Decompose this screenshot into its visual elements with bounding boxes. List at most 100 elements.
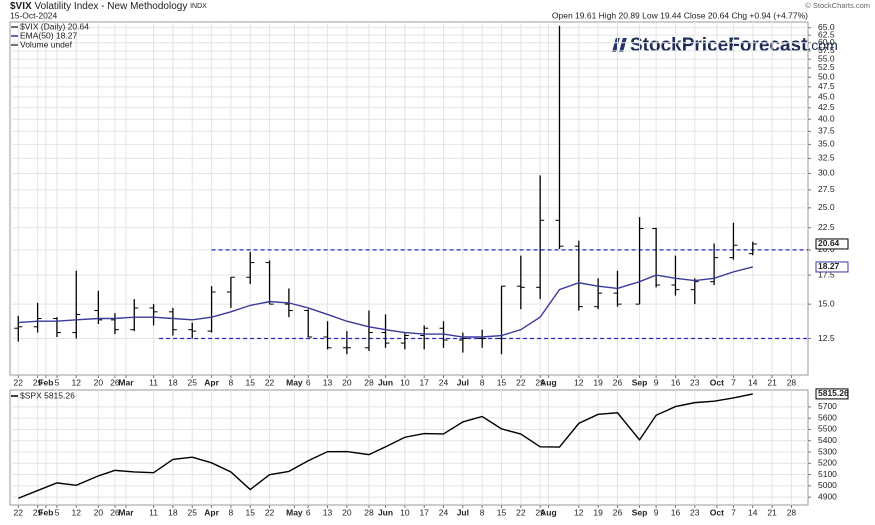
x-tick-label: Jul bbox=[457, 377, 469, 387]
x-tick-label: 22 bbox=[14, 507, 24, 517]
x-tick-label: Feb bbox=[38, 507, 53, 517]
x-tick-label: 15 bbox=[497, 377, 507, 387]
x-tick-label: Sep bbox=[632, 507, 648, 517]
x-tick-label: 22 bbox=[265, 507, 275, 517]
x-tick-label: 16 bbox=[671, 377, 681, 387]
x-tick-label: 14 bbox=[748, 507, 758, 517]
last-value-label: 18.27 bbox=[818, 261, 840, 271]
x-tick-label: 13 bbox=[323, 377, 333, 387]
y-tick-label: 65.0 bbox=[818, 22, 835, 32]
x-tick-label: 21 bbox=[767, 377, 777, 387]
logo-bar bbox=[619, 38, 627, 52]
x-tick-label: 5 bbox=[55, 377, 60, 387]
x-tick-label: 15 bbox=[245, 377, 255, 387]
x-tick-label: 28 bbox=[364, 377, 374, 387]
x-tick-label: 14 bbox=[748, 377, 758, 387]
x-tick-label: 22 bbox=[265, 377, 275, 387]
x-tick-label: 7 bbox=[731, 507, 736, 517]
x-tick-label: 11 bbox=[149, 377, 158, 387]
x-tick-label: 12 bbox=[72, 507, 82, 517]
x-tick-label: 21 bbox=[767, 507, 777, 517]
x-tick-label: 20 bbox=[94, 507, 104, 517]
x-tick-label: May bbox=[286, 507, 303, 517]
symbol: $VIX bbox=[10, 1, 32, 12]
x-tick-label: 26 bbox=[110, 507, 120, 517]
x-tick-label: 6 bbox=[306, 377, 311, 387]
x-tick-label: 26 bbox=[613, 377, 623, 387]
x-tick-label: 28 bbox=[787, 377, 797, 387]
chart-date: 15-Oct-2024 bbox=[10, 10, 58, 20]
x-tick-label: 13 bbox=[323, 507, 333, 517]
last-value-label: 20.64 bbox=[818, 238, 840, 248]
plot-frame bbox=[9, 389, 809, 506]
x-tick-label: Oct bbox=[710, 377, 724, 387]
price-line bbox=[18, 393, 753, 499]
x-tick-label: 8 bbox=[229, 377, 234, 387]
x-tick-label: 28 bbox=[364, 507, 374, 517]
y-tick-label: 35.0 bbox=[818, 139, 835, 149]
y-tick-label: 4900 bbox=[818, 491, 837, 501]
quote: Open 19.61 High 20.89 Low 19.44 Close 20… bbox=[552, 10, 808, 20]
y-tick-label: 25.0 bbox=[818, 202, 835, 212]
x-tick-label: 5 bbox=[55, 507, 60, 517]
x-tick-label: 20 bbox=[94, 377, 104, 387]
last-value-label: 5815.26 bbox=[818, 388, 849, 398]
x-tick-label: Jun bbox=[378, 377, 393, 387]
y-tick-label: 5700 bbox=[818, 401, 837, 411]
x-tick-label: 12 bbox=[72, 377, 82, 387]
y-tick-label: 5600 bbox=[818, 412, 837, 422]
x-tick-label: 26 bbox=[613, 507, 623, 517]
x-tick-label: 12 bbox=[574, 377, 584, 387]
last-value-box bbox=[815, 238, 849, 250]
y-tick-label: 17.5 bbox=[818, 269, 835, 279]
y-tick-label: 32.5 bbox=[818, 153, 835, 163]
x-tick-label: Aug bbox=[540, 377, 557, 387]
chart-header: $VIX Volatility Index - New Methodology … bbox=[10, 1, 207, 12]
y-tick-label: 45.0 bbox=[818, 91, 835, 101]
logo-name: StockPriceForecast bbox=[630, 35, 808, 56]
x-tick-label: 29 bbox=[33, 377, 43, 387]
watermark: StockPriceForecast.com bbox=[612, 35, 838, 56]
y-tick-label: 5500 bbox=[818, 424, 837, 434]
y-tick-label: 47.5 bbox=[818, 81, 835, 91]
last-value-box bbox=[815, 261, 849, 273]
x-tick-label: Mar bbox=[118, 377, 134, 387]
exchange: INDX bbox=[190, 3, 207, 10]
y-tick-label: 5300 bbox=[818, 446, 837, 456]
x-tick-label: 18 bbox=[168, 507, 178, 517]
x-tick-label: 6 bbox=[306, 507, 311, 517]
y-tick-label: 37.5 bbox=[818, 126, 835, 136]
x-tick-label: 15 bbox=[245, 507, 255, 517]
x-tick-label: Apr bbox=[204, 507, 219, 517]
y-tick-label: 42.5 bbox=[818, 102, 835, 112]
x-tick-label: Oct bbox=[710, 507, 724, 517]
legend-entry: Volume undef bbox=[20, 39, 73, 49]
x-tick-label: 9 bbox=[654, 377, 659, 387]
x-tick-label: Aug bbox=[540, 507, 557, 517]
x-tick-label: 20 bbox=[342, 507, 352, 517]
y-tick-label: 5400 bbox=[818, 435, 837, 445]
x-tick-label: 12 bbox=[574, 507, 584, 517]
x-tick-label: 19 bbox=[593, 377, 603, 387]
x-tick-label: 29 bbox=[33, 507, 43, 517]
y-tick-label: 50.0 bbox=[818, 71, 835, 81]
y-tick-label: 57.5 bbox=[818, 45, 835, 55]
x-tick-label: 9 bbox=[654, 507, 659, 517]
y-tick-label: 5000 bbox=[818, 480, 837, 490]
x-tick-label: Apr bbox=[204, 377, 219, 387]
x-tick-label: 29 bbox=[535, 377, 545, 387]
y-tick-label: 60.0 bbox=[818, 37, 835, 47]
x-tick-label: 23 bbox=[690, 507, 700, 517]
x-tick-label: 10 bbox=[400, 507, 410, 517]
y-tick-label: 5100 bbox=[818, 469, 837, 479]
x-tick-label: 17 bbox=[419, 507, 429, 517]
x-tick-label: 18 bbox=[168, 377, 178, 387]
x-tick-label: Jul bbox=[457, 507, 469, 517]
legend-entry: EMA(50) 18.27 bbox=[20, 30, 77, 40]
copyright: © StockCharts.com bbox=[805, 1, 870, 10]
y-tick-label: 40.0 bbox=[818, 113, 835, 123]
x-tick-label: 26 bbox=[110, 377, 120, 387]
x-tick-label: 17 bbox=[419, 377, 429, 387]
x-tick-label: 19 bbox=[593, 507, 603, 517]
